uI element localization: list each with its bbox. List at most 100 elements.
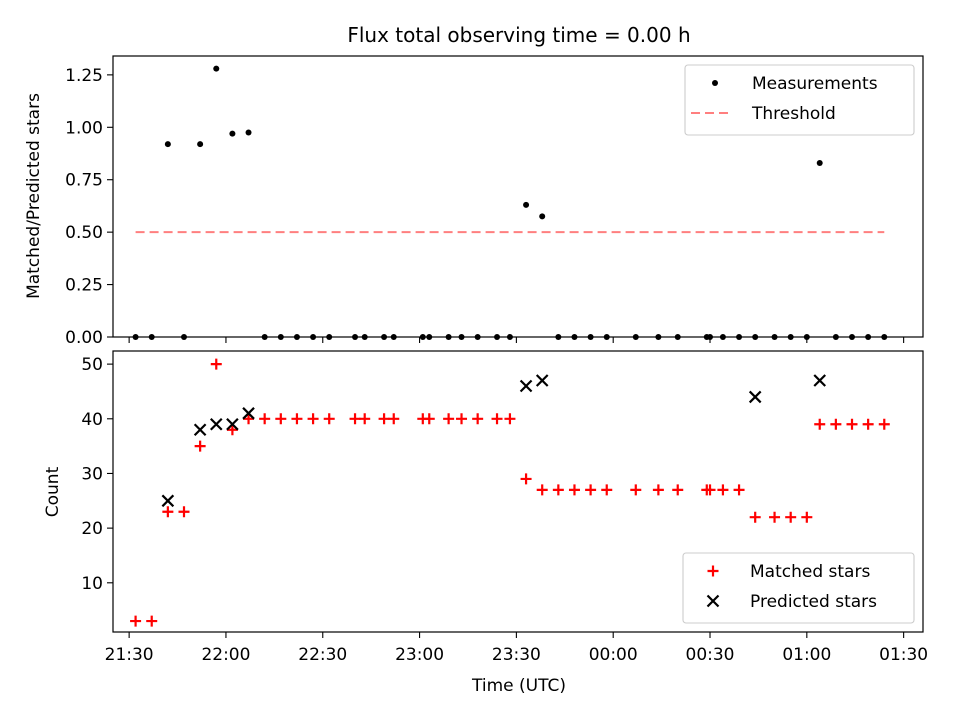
- legend-predicted-swatch: [706, 594, 720, 608]
- measurement-point: [655, 334, 662, 340]
- matched-star-point: [536, 484, 548, 496]
- x-tick-label: 22:30: [298, 645, 347, 665]
- matched-star-point: [630, 484, 642, 496]
- matched-star-point: [769, 511, 781, 523]
- measurement-point: [555, 334, 562, 340]
- predicted-star-point: [226, 417, 239, 431]
- matched-star-point: [878, 418, 890, 430]
- matched-star-point: [243, 413, 255, 425]
- matched-star-point: [504, 413, 516, 425]
- predicted-star-point: [748, 390, 762, 404]
- predicted-star-point: [813, 374, 827, 387]
- measurement-point: [277, 334, 284, 340]
- measurement-point: [719, 334, 726, 340]
- x-tick-label: 23:30: [492, 645, 541, 665]
- measurement-point: [381, 334, 388, 340]
- top-axes-frame: [112, 55, 924, 338]
- matched-star-point: [846, 418, 858, 430]
- bottom-legend-label: Matched stars: [750, 562, 870, 582]
- x-tick-label: 23:00: [395, 645, 444, 665]
- top-legend-label: Threshold: [751, 104, 836, 124]
- top-legend-label: Measurements: [752, 74, 878, 94]
- star-count-panel: 10 20 30 40 50 21:30 22:00 22:30 23:00 23:30 00:00…: [81, 350, 928, 665]
- bottom-axes-frame: [112, 350, 924, 633]
- matched-star-point: [585, 484, 597, 496]
- bottom-legend-label: Predicted stars: [750, 592, 877, 612]
- matched-star-point: [520, 473, 532, 485]
- measurement-point: [539, 213, 546, 220]
- matched-star-point: [704, 484, 716, 496]
- x-tick-label: 01:00: [782, 645, 831, 665]
- matched-star-point: [472, 413, 484, 425]
- top-y-tick-label: 0.50: [65, 223, 103, 243]
- top-y-tick-label: 1.00: [65, 118, 103, 138]
- measurement-point: [865, 334, 872, 340]
- top-y-axis-label: Matched/Predicted stars: [24, 93, 44, 299]
- matched-star-point: [456, 413, 468, 425]
- measurement-point: [474, 334, 481, 340]
- matched-star-point: [814, 418, 826, 430]
- measurement-point: [229, 130, 236, 137]
- top-y-tick-label: 0.25: [65, 276, 103, 296]
- measurement-point: [832, 334, 839, 340]
- measurement-point: [674, 334, 681, 340]
- matched-star-point: [259, 413, 271, 425]
- matched-star-point: [349, 413, 361, 425]
- measurement-point: [197, 141, 204, 148]
- bottom-y-tick-label: 10: [81, 574, 103, 594]
- top-legend-box: [684, 64, 915, 136]
- legend-measurements-swatch: [712, 80, 718, 86]
- matched-star-point: [359, 413, 371, 425]
- matched-star-point: [323, 413, 335, 425]
- matched-star-point: [443, 413, 455, 425]
- top-y-tick-label: 0.00: [65, 328, 103, 348]
- measurement-point: [148, 334, 155, 340]
- measurement-point: [571, 334, 578, 340]
- matched-star-point: [130, 615, 142, 627]
- x-tick-label: 00:30: [686, 645, 735, 665]
- matched-star-point: [162, 506, 174, 518]
- measurement-point: [361, 334, 368, 340]
- x-tick-label: 01:30: [879, 645, 928, 665]
- measurement-point: [419, 334, 426, 340]
- measurement-point: [293, 334, 300, 340]
- measurement-point: [180, 334, 187, 340]
- matched-star-point: [830, 418, 842, 430]
- measurement-point: [261, 334, 268, 340]
- matched-star-point: [733, 484, 745, 496]
- matched-star-point: [717, 484, 729, 496]
- matched-star-point: [491, 413, 503, 425]
- matched-star-point: [275, 413, 287, 425]
- matched-star-point: [378, 413, 390, 425]
- predicted-star-point: [519, 379, 533, 393]
- measurement-point: [426, 334, 433, 340]
- measurement-point: [587, 334, 594, 340]
- matched-star-point: [749, 511, 761, 523]
- measurement-point: [752, 334, 759, 340]
- measurement-point: [603, 334, 610, 340]
- measurement-point: [803, 334, 810, 340]
- matched-star-point: [178, 506, 190, 518]
- measurement-point: [632, 334, 639, 340]
- legend-matched-swatch: [707, 565, 719, 577]
- matched-star-point: [388, 413, 400, 425]
- matched-star-point: [291, 413, 303, 425]
- bottom-y-tick-label: 50: [81, 355, 103, 375]
- measurement-point: [310, 334, 317, 340]
- x-tick-label: 00:00: [589, 645, 638, 665]
- measurement-point: [736, 334, 743, 340]
- measurement-point: [390, 334, 397, 340]
- measurement-point: [326, 334, 333, 340]
- predicted-star-point: [535, 374, 549, 387]
- matched-star-point: [801, 511, 813, 523]
- matched-star-point: [652, 484, 664, 496]
- bottom-y-tick-label: 20: [81, 519, 103, 539]
- matched-star-point: [568, 484, 580, 496]
- measurement-point: [458, 334, 465, 340]
- measurement-point: [213, 65, 220, 72]
- measurement-point: [707, 334, 714, 340]
- chart-title: Flux total observing time = 0.00 h: [347, 23, 690, 47]
- flux-ratio-panel: 0.00 0.25 0.50 0.75 1.00 1.25 Measurements Thre…: [65, 55, 924, 348]
- matched-star-point: [146, 615, 158, 627]
